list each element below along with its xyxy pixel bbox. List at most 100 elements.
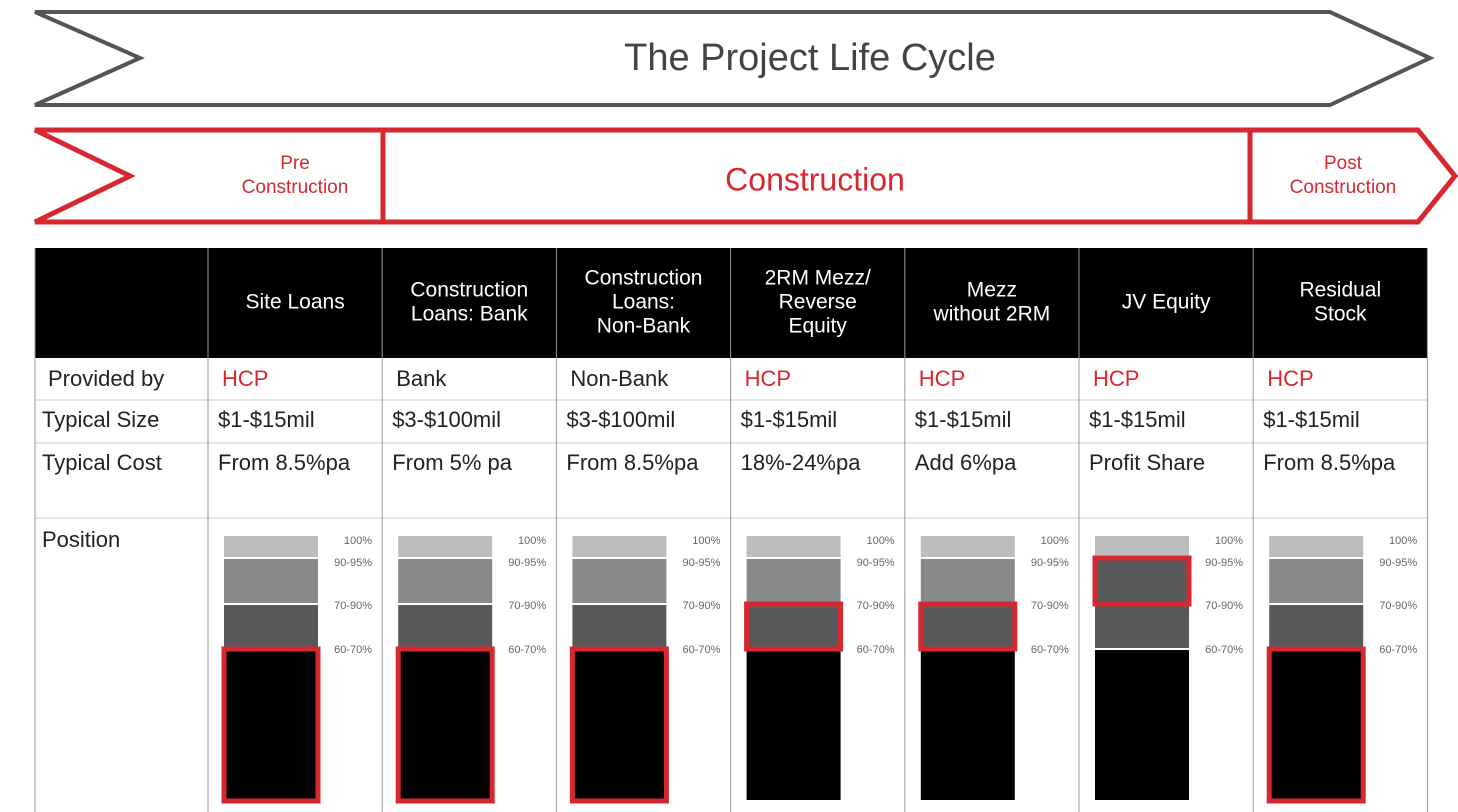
position-segment	[1095, 605, 1189, 648]
position-highlight	[918, 601, 1018, 652]
typical-size: $1-$15mil	[741, 407, 838, 432]
position-segment	[1095, 559, 1189, 603]
position-level: 60-70%	[1205, 644, 1243, 656]
provided-by: HCP	[222, 366, 268, 391]
column-header: Mezz	[967, 279, 1017, 302]
position-level: 70-90%	[508, 600, 546, 612]
provided-by: Non-Bank	[570, 366, 669, 391]
position-level: 70-90%	[1031, 600, 1069, 612]
phase-label: Post	[1324, 153, 1363, 174]
position-highlight	[1092, 555, 1192, 607]
row-label: Position	[42, 527, 120, 552]
position-highlight	[221, 646, 321, 804]
row-label: Typical Cost	[42, 450, 162, 475]
position-segment	[398, 559, 493, 603]
phase-arrow	[33, 127, 1458, 225]
typical-size: $1-$15mil	[218, 407, 315, 432]
column-header: Loans: Bank	[411, 303, 528, 326]
column-header: Residual	[1299, 279, 1381, 302]
position-segment	[920, 650, 1015, 800]
row-label: Typical Size	[42, 407, 159, 432]
position-level: 60-70%	[857, 644, 895, 656]
position-segment	[1095, 650, 1189, 800]
position-level: 100%	[344, 535, 372, 547]
position-highlight	[744, 601, 844, 652]
typical-size: $1-$15mil	[1089, 407, 1186, 432]
phase-label: Construction	[725, 161, 905, 197]
position-segment	[1269, 559, 1364, 603]
position-segment	[920, 536, 1015, 557]
position-segment	[572, 559, 667, 603]
position-segment	[1269, 536, 1364, 557]
position-segment	[746, 650, 841, 800]
position-segment	[746, 605, 841, 648]
position-segment	[224, 605, 318, 648]
position-level: 100%	[1041, 535, 1069, 547]
position-segment	[398, 650, 493, 800]
position-level: 90-95%	[334, 557, 372, 569]
row-label: Provided by	[48, 366, 164, 391]
position-level: 70-90%	[857, 600, 895, 612]
position-segment	[920, 605, 1015, 648]
position-level: 60-70%	[1031, 644, 1069, 656]
position-segment	[224, 650, 318, 800]
position-segment	[224, 559, 318, 603]
position-level: 70-90%	[1205, 600, 1243, 612]
position-level: 100%	[1389, 535, 1417, 547]
typical-cost: From 8.5%pa	[1263, 450, 1396, 475]
life-cycle-arrow	[34, 10, 1435, 107]
provided-by: HCP	[919, 366, 965, 391]
column-header: without 2RM	[933, 303, 1051, 326]
position-level: 70-90%	[682, 600, 720, 612]
column-header: Stock	[1314, 303, 1367, 326]
typical-cost: 18%-24%pa	[741, 450, 862, 475]
typical-cost: Profit Share	[1089, 450, 1205, 475]
column-header: JV Equity	[1122, 291, 1211, 314]
phase-label: Construction	[242, 177, 349, 198]
position-segment	[1269, 605, 1364, 648]
typical-cost: From 8.5%pa	[218, 450, 351, 475]
position-segment	[572, 605, 667, 648]
typical-cost: Add 6%pa	[915, 450, 1017, 475]
column-header: Construction	[410, 279, 528, 302]
provided-by: HCP	[745, 366, 791, 391]
position-segment	[398, 536, 493, 557]
position-level: 90-95%	[857, 557, 895, 569]
position-level: 90-95%	[1031, 557, 1069, 569]
position-highlight	[395, 646, 495, 804]
position-level: 90-95%	[682, 557, 720, 569]
position-segment	[398, 605, 493, 648]
column-header: Loans:	[612, 291, 675, 314]
position-segment	[1095, 536, 1189, 557]
position-level: 70-90%	[1379, 600, 1417, 612]
column-header: Equity	[789, 315, 848, 338]
position-segment	[1269, 650, 1364, 800]
phase-label: Construction	[1290, 177, 1397, 198]
column-header: Construction	[585, 267, 703, 290]
phase-label: Pre	[280, 153, 310, 174]
typical-size: $3-$100mil	[566, 407, 675, 432]
typical-size: $1-$15mil	[1263, 407, 1360, 432]
column-header: 2RM Mezz/	[765, 267, 871, 290]
title: The Project Life Cycle	[624, 37, 996, 79]
position-segment	[572, 650, 667, 800]
position-level: 60-70%	[1379, 644, 1417, 656]
typical-cost: From 8.5%pa	[566, 450, 699, 475]
position-segment	[746, 559, 841, 603]
position-segment	[746, 536, 841, 557]
typical-cost: From 5% pa	[392, 450, 513, 475]
position-level: 100%	[692, 535, 720, 547]
position-level: 100%	[866, 535, 894, 547]
position-level: 100%	[1215, 535, 1243, 547]
position-level: 100%	[518, 535, 546, 547]
position-level: 70-90%	[334, 600, 372, 612]
column-header: Site Loans	[245, 291, 344, 314]
position-segment	[920, 559, 1015, 603]
typical-size: $3-$100mil	[392, 407, 501, 432]
typical-size: $1-$15mil	[915, 407, 1012, 432]
position-level: 60-70%	[682, 644, 720, 656]
provided-by: Bank	[396, 366, 447, 391]
position-highlight	[569, 646, 669, 804]
column-header: Reverse	[779, 291, 857, 314]
